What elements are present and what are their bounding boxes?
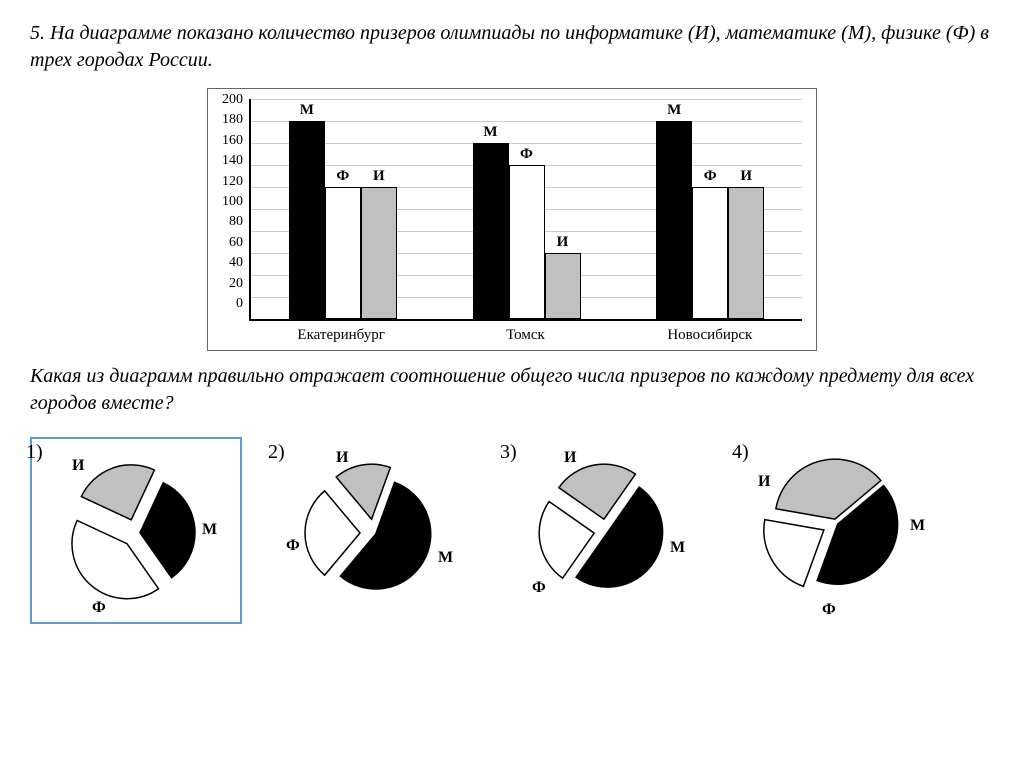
bar-label: И	[373, 168, 385, 185]
answer-options: 1)ИМФ2)ИМФ3)ИМФ4)ИМФ	[30, 437, 994, 624]
bar-label: Ф	[336, 168, 349, 185]
pie-chart: И М Ф	[270, 441, 470, 616]
answer-option[interactable]: 4)ИМФ	[730, 437, 938, 620]
y-tick: 20	[229, 276, 243, 292]
y-axis: 200180160140120100806040200	[222, 92, 249, 312]
pie-slice-label: И	[72, 457, 84, 475]
pie-chart: И М Ф	[36, 443, 236, 618]
answer-option[interactable]: 2)ИМФ	[266, 437, 474, 620]
bar: Ф	[325, 187, 361, 319]
pie-chart: И М Ф	[502, 441, 702, 616]
x-axis-labels: ЕкатеринбургТомскНовосибирск	[249, 327, 802, 344]
y-tick: 40	[229, 255, 243, 271]
bar: И	[361, 187, 397, 319]
bar: Ф	[509, 165, 545, 319]
y-tick: 160	[222, 133, 243, 149]
x-label: Новосибирск	[618, 327, 802, 344]
y-tick: 200	[222, 92, 243, 108]
bar-label: Ф	[704, 168, 717, 185]
pie-slice-label: Ф	[822, 601, 836, 619]
bar-label: М	[483, 124, 497, 141]
x-label: Томск	[433, 327, 617, 344]
bar: Ф	[692, 187, 728, 319]
y-tick: 0	[236, 296, 243, 312]
pie-chart: И М Ф	[734, 441, 934, 616]
bar: М	[289, 121, 325, 319]
pie-slice-label: Ф	[532, 579, 546, 597]
bar-group: МФИ	[251, 99, 435, 319]
bar-plot-area: МФИМФИМФИ	[249, 99, 802, 321]
bar-label: М	[300, 102, 314, 119]
pie-slice-label: И	[336, 449, 348, 467]
pie-slice-label: И	[758, 473, 770, 491]
bar: М	[656, 121, 692, 319]
pie-slice	[81, 465, 154, 520]
pie-slice-label: Ф	[286, 537, 300, 555]
y-tick: 180	[222, 112, 243, 128]
answer-option[interactable]: 3)ИМФ	[498, 437, 706, 620]
y-tick: 120	[222, 174, 243, 190]
bar-chart-frame: 200180160140120100806040200 МФИМФИМФИ Ек…	[207, 88, 817, 351]
y-tick: 140	[222, 153, 243, 169]
sub-question: Какая из диаграмм правильно отражает соо…	[30, 363, 994, 417]
pie-slice	[140, 483, 195, 578]
bar-label: М	[667, 102, 681, 119]
bar-group: МФИ	[435, 99, 619, 319]
bar-label: И	[740, 168, 752, 185]
y-tick: 100	[222, 194, 243, 210]
pie-slice-label: М	[202, 521, 217, 539]
bar: И	[728, 187, 764, 319]
pie-slice-label: М	[670, 539, 685, 557]
x-label: Екатеринбург	[249, 327, 433, 344]
bar: И	[545, 253, 581, 319]
bar-group: МФИ	[618, 99, 802, 319]
question-title: 5. На диаграмме показано количество приз…	[30, 20, 994, 74]
bar-label: Ф	[520, 146, 533, 163]
y-tick: 80	[229, 214, 243, 230]
pie-slice-label: М	[910, 517, 925, 535]
y-tick: 60	[229, 235, 243, 251]
pie-slice-label: М	[438, 549, 453, 567]
answer-option[interactable]: 1)ИМФ	[30, 437, 242, 624]
bar: М	[473, 143, 509, 319]
pie-slice-label: Ф	[92, 599, 106, 617]
pie-slice-label: И	[564, 449, 576, 467]
pie-slice	[336, 464, 390, 519]
pie-slice	[764, 520, 824, 587]
bar-label: И	[557, 234, 569, 251]
